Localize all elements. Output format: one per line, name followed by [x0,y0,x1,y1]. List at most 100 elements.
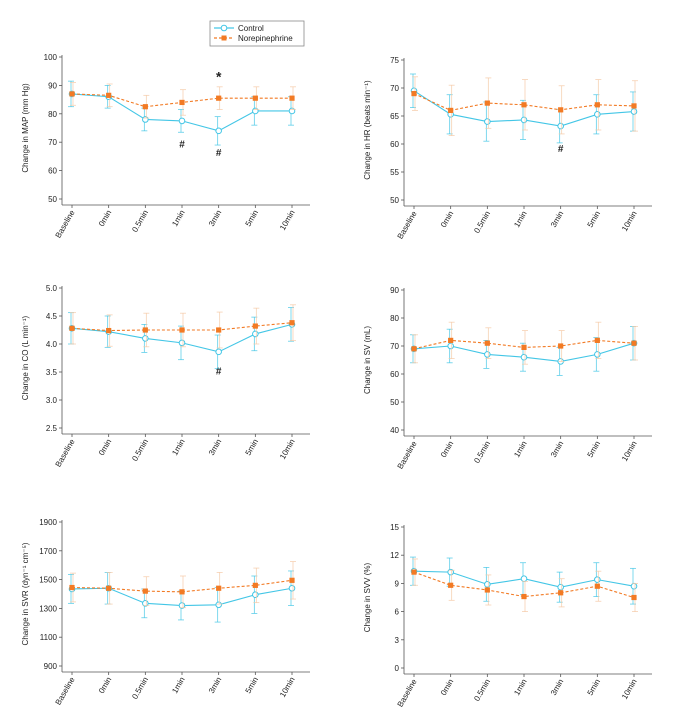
y-tick-label: 60 [390,370,399,379]
chart-svv: 0 3 6 9 12 15 Baseline 0min 0.5min 1min 3min 5min 10… [363,523,652,709]
significance-marker: # [179,140,185,151]
y-tick-label: 3 [395,636,400,645]
y-tick-label: 900 [44,662,58,671]
data-point-control [215,348,222,356]
data-point-control [178,339,186,347]
x-tick-label: 3min [549,210,565,230]
x-tick-label: 5min [244,438,260,458]
x-tick-label: 1min [512,440,528,460]
data-point-norepinephrine [448,582,454,588]
x-tick-label: 0min [439,678,455,698]
x-tick-label: 1min [170,209,186,229]
chart-hr: 50 55 60 65 70 75 Baseline 0min 0.5min 1min 3min 5m… [363,56,652,241]
data-point-norepinephrine [142,327,148,333]
data-point-norepinephrine [289,95,295,101]
series-norepinephrine [69,561,296,609]
significance-marker: * [216,68,222,84]
data-point-control [484,118,491,125]
data-point-norepinephrine [252,95,258,101]
data-point-control [252,107,259,115]
data-point-control [215,601,222,609]
y-tick-label: 55 [390,168,399,177]
data-point-control [630,582,638,590]
data-point-norepinephrine [179,589,185,595]
x-tick-label: 0.5min [472,678,492,703]
x-tick-label: 0min [97,676,113,696]
y-tick-label: 1100 [40,633,58,642]
data-point-norepinephrine [631,103,637,109]
series-control [410,325,638,376]
data-point-control [447,342,454,350]
y-tick-label: 80 [390,314,399,323]
data-point-control [484,581,491,588]
y-axis-label: Change in HR (beats min⁻¹) [363,80,372,180]
data-point-norepinephrine [142,588,148,594]
y-axis-label: Change in SVV (%) [363,562,372,632]
series-control [410,73,638,144]
y-tick-label: 90 [390,286,399,295]
y-axis-label: Change in SV (mL) [363,326,372,394]
y-tick-label: 12 [390,551,399,560]
y-tick-label: 100 [44,53,58,62]
y-tick-label: 40 [390,426,399,435]
x-tick-label: 10min [278,438,297,461]
data-point-control [252,330,259,338]
series-control [68,307,296,370]
y-axis-label: Change in MAP (mm Hg) [21,83,30,173]
x-tick-label: Baseline [396,209,419,241]
y-tick-label: 70 [48,138,57,147]
x-tick-label: 1min [170,438,186,458]
y-tick-label: 1700 [39,547,57,556]
y-tick-label: 50 [390,398,399,407]
data-point-control [288,107,296,115]
x-tick-label: 3min [207,209,223,229]
data-point-norepinephrine [411,346,417,352]
data-point-control [142,116,149,123]
x-tick-label: 0min [439,210,455,230]
data-point-norepinephrine [631,594,637,601]
data-point-control [594,576,601,583]
chart-sv: 40 50 60 70 80 90 Baseline 0min 0.5min 1min 3min 5m… [363,286,652,471]
x-tick-label: Baseline [54,437,77,469]
series-control [68,570,296,623]
data-point-control [447,568,454,576]
data-point-control [594,351,601,358]
data-point-norepinephrine [411,569,417,575]
legend-label-control: Control [238,24,264,33]
data-point-control [630,108,638,115]
y-tick-label: 4.5 [46,312,58,321]
legend-marker-control [220,24,228,32]
x-tick-label: Baseline [396,439,419,471]
data-point-control [520,575,528,583]
x-tick-label: 0.5min [472,210,492,235]
y-tick-label: 90 [48,81,57,90]
data-point-norepinephrine [594,337,600,343]
data-point-norepinephrine [179,99,185,106]
data-point-control [594,111,601,118]
y-tick-label: 1500 [39,576,57,585]
y-tick-label: 9 [395,579,400,588]
y-tick-label: 15 [390,523,399,532]
data-point-norepinephrine [448,107,454,113]
data-point-norepinephrine [69,91,75,97]
x-tick-label: 0min [97,438,113,458]
data-point-control [557,122,564,130]
x-tick-label: 1min [512,210,528,230]
y-tick-label: 65 [390,112,399,121]
x-tick-label: 1min [512,678,528,698]
data-point-norepinephrine [69,325,75,331]
data-point-norepinephrine [411,91,417,97]
significance-marker: # [216,148,222,159]
data-point-norepinephrine [289,320,295,326]
x-tick-label: 0.5min [130,209,150,234]
y-tick-label: 50 [390,196,399,205]
data-point-norepinephrine [484,100,490,106]
series-line [71,93,292,132]
y-tick-label: 0 [395,664,400,673]
x-tick-label: 1min [170,676,186,696]
series-norepinephrine [69,82,296,119]
y-tick-label: 2.5 [46,424,58,433]
legend-marker-norepinephrine [221,35,227,41]
x-tick-label: 5min [586,678,602,698]
